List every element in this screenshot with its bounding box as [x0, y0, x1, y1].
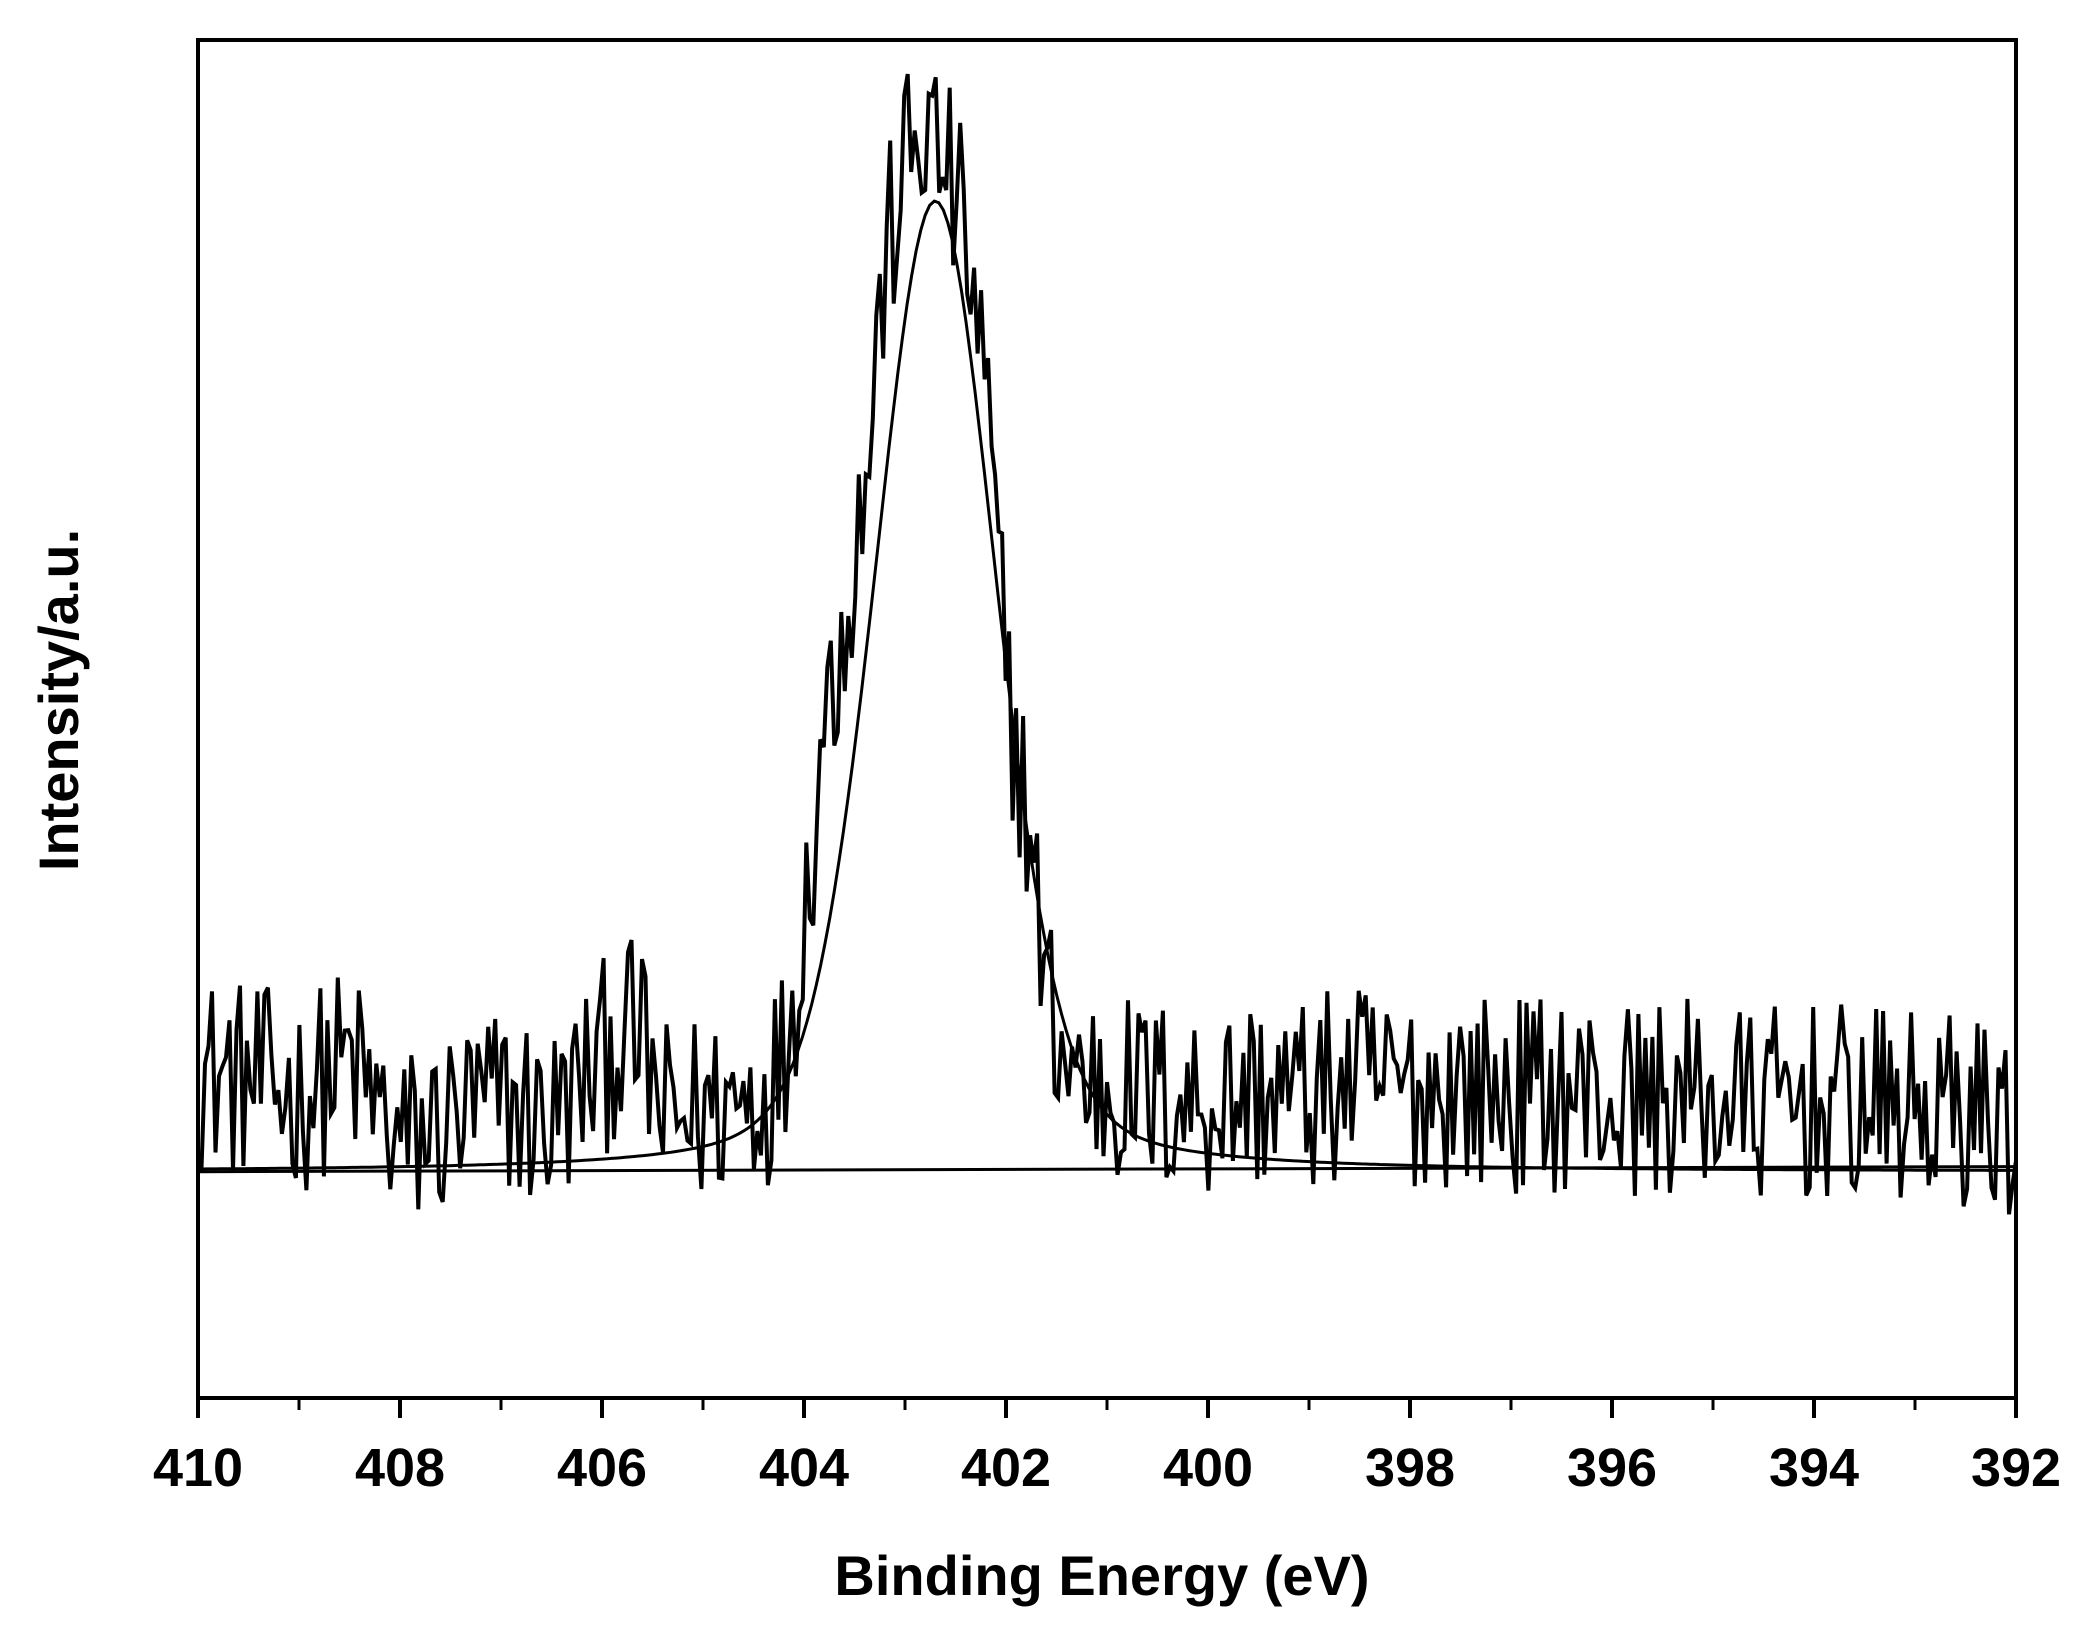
x-tick-label: 400	[1163, 1438, 1253, 1498]
x-axis-title: Binding Energy (eV)	[834, 1544, 1369, 1607]
x-tick-label: 406	[557, 1438, 647, 1498]
x-tick-label: 396	[1567, 1438, 1657, 1498]
x-tick-label: 398	[1365, 1438, 1455, 1498]
x-tick-label: 408	[355, 1438, 445, 1498]
series-layer	[197, 73, 2018, 1215]
x-tick-label: 392	[1971, 1438, 2061, 1498]
x-tick-label: 402	[961, 1438, 1051, 1498]
x-tick-label: 394	[1769, 1438, 1859, 1498]
y-axis-title: Intensity/a.u.	[27, 529, 90, 871]
series-line-raw-spectrum-noisy	[197, 73, 2018, 1215]
x-tick-label: 410	[153, 1438, 243, 1498]
series-line-baseline	[197, 1165, 2017, 1174]
x-axis: 410 408 406 404 402 400 398 396 394 392	[153, 1398, 2061, 1498]
series-line-fitted-peak	[198, 199, 2016, 1172]
x-tick-label: 404	[759, 1438, 849, 1498]
plot-frame	[196, 38, 2018, 1400]
